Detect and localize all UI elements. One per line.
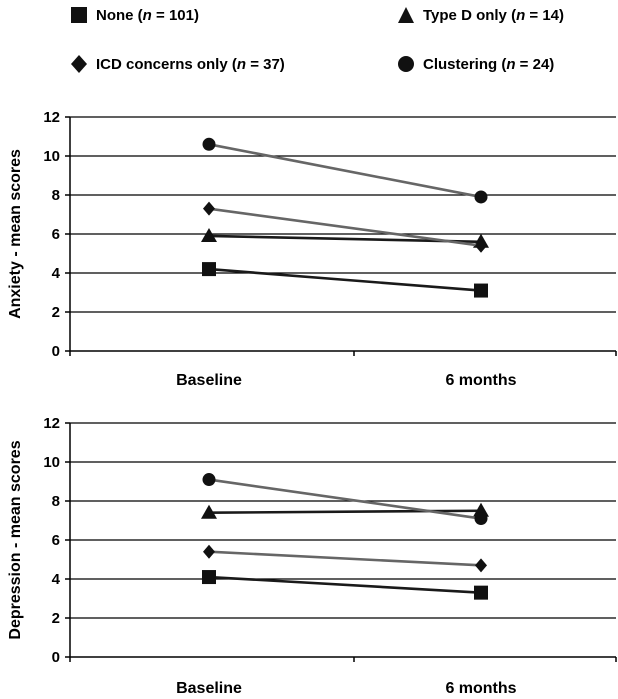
legend-label-clustering: Clustering (n = 24) — [423, 55, 555, 73]
series-square — [202, 262, 488, 298]
data-point-circle-6-months — [474, 190, 488, 204]
series-line-circle — [208, 478, 482, 520]
data-point-circle-baseline — [202, 137, 216, 151]
data-point-diamond-6-months — [475, 558, 487, 573]
series-triangle — [201, 502, 489, 519]
series-line-square — [208, 267, 482, 292]
x-tick-label-6-months: 6 months — [445, 680, 516, 697]
y-tick-label: 8 — [52, 493, 60, 510]
y-tick-label: 0 — [52, 649, 60, 666]
data-point-square-baseline — [202, 570, 216, 585]
legend-item-type-d: Type D only (n = 14) — [397, 6, 564, 24]
x-tick-label-baseline: Baseline — [176, 680, 242, 697]
y-tick-label: 10 — [43, 148, 60, 165]
series-line-square — [208, 575, 482, 594]
circle-marker-icon — [398, 56, 414, 72]
data-point-triangle-baseline — [201, 227, 217, 242]
y-axis-title: Anxiety - mean scores — [7, 149, 24, 319]
y-tick-label: 12 — [43, 415, 60, 432]
chart-legend: None (n = 101) Type D only (n = 14) ICD … — [0, 0, 618, 90]
data-point-diamond-baseline — [203, 544, 215, 559]
data-point-circle-baseline — [202, 473, 216, 487]
y-tick-label: 2 — [52, 610, 60, 627]
legend-item-clustering: Clustering (n = 24) — [397, 55, 554, 73]
series-diamond — [203, 544, 487, 573]
y-tick-label: 2 — [52, 304, 60, 321]
legend-item-icd-concerns: ICD concerns only (n = 37) — [70, 55, 285, 73]
series-triangle — [201, 227, 489, 248]
y-axis-title: Depression - mean scores — [7, 440, 24, 639]
y-tick-label: 0 — [52, 343, 60, 360]
series-line-circle — [208, 143, 482, 199]
y-tick-label: 8 — [52, 187, 60, 204]
y-tick-label: 12 — [43, 109, 60, 126]
data-point-diamond-6-months — [475, 238, 487, 253]
series-square — [202, 570, 488, 600]
y-tick-label: 6 — [52, 226, 60, 243]
y-tick-label: 4 — [52, 265, 61, 282]
series-circle — [202, 473, 488, 526]
data-point-square-6-months — [474, 283, 488, 298]
data-point-triangle-6-months — [473, 502, 489, 517]
legend-label-type-d: Type D only (n = 14) — [423, 6, 565, 24]
y-tick-label: 4 — [52, 571, 61, 588]
data-point-square-baseline — [202, 262, 216, 277]
square-marker-icon — [71, 7, 87, 23]
data-point-triangle-baseline — [201, 504, 217, 519]
diamond-marker-icon — [71, 55, 87, 73]
series-circle — [202, 137, 488, 204]
depression-chart: 0 2 4 6 8 10 12 Baseline 6 months Depression - me… — [7, 415, 617, 697]
legend-label-none: None (n = 101) — [96, 6, 199, 24]
anxiety-chart: 0 2 4 6 8 10 12 Baseline 6 months Anxiety - mean … — [7, 109, 617, 389]
y-tick-label: 10 — [43, 454, 60, 471]
triangle-marker-icon — [398, 7, 414, 23]
series-diamond — [203, 201, 487, 253]
x-tick-label-6-months: 6 months — [445, 372, 516, 389]
data-point-diamond-baseline — [203, 201, 215, 216]
x-tick-label-baseline: Baseline — [176, 372, 242, 389]
legend-item-none: None (n = 101) — [70, 6, 199, 24]
data-point-circle-6-months — [474, 512, 488, 526]
y-tick-label: 6 — [52, 532, 60, 549]
series-line-diamond — [208, 207, 482, 247]
data-point-square-6-months — [474, 585, 488, 600]
legend-label-icd-concerns: ICD concerns only (n = 37) — [96, 55, 285, 73]
series-line-diamond — [208, 550, 482, 567]
